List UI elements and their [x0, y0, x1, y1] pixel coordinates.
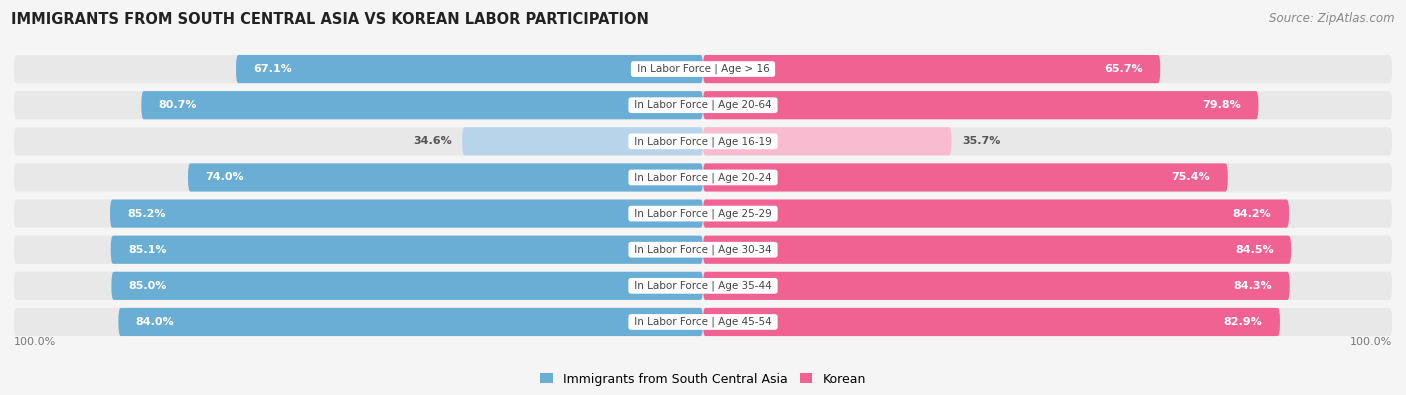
FancyBboxPatch shape	[703, 55, 1160, 83]
Text: In Labor Force | Age 20-24: In Labor Force | Age 20-24	[631, 172, 775, 183]
Text: In Labor Force | Age 25-29: In Labor Force | Age 25-29	[631, 208, 775, 219]
Text: 85.0%: 85.0%	[129, 281, 167, 291]
FancyBboxPatch shape	[703, 91, 1258, 119]
Text: 84.5%: 84.5%	[1234, 245, 1274, 255]
FancyBboxPatch shape	[703, 308, 1279, 336]
Text: IMMIGRANTS FROM SOUTH CENTRAL ASIA VS KOREAN LABOR PARTICIPATION: IMMIGRANTS FROM SOUTH CENTRAL ASIA VS KO…	[11, 12, 650, 27]
FancyBboxPatch shape	[111, 236, 703, 264]
FancyBboxPatch shape	[703, 164, 1227, 192]
Text: 84.3%: 84.3%	[1233, 281, 1272, 291]
Text: 75.4%: 75.4%	[1171, 173, 1211, 182]
Text: 82.9%: 82.9%	[1223, 317, 1263, 327]
Text: 79.8%: 79.8%	[1202, 100, 1241, 110]
Text: 100.0%: 100.0%	[14, 337, 56, 347]
Text: In Labor Force | Age 30-34: In Labor Force | Age 30-34	[631, 245, 775, 255]
Text: In Labor Force | Age 20-64: In Labor Force | Age 20-64	[631, 100, 775, 111]
FancyBboxPatch shape	[14, 236, 1392, 264]
FancyBboxPatch shape	[703, 236, 1291, 264]
Text: 35.7%: 35.7%	[962, 136, 1000, 146]
Text: 85.1%: 85.1%	[128, 245, 167, 255]
FancyBboxPatch shape	[14, 164, 1392, 192]
FancyBboxPatch shape	[118, 308, 703, 336]
FancyBboxPatch shape	[703, 272, 1289, 300]
Text: In Labor Force | Age 45-54: In Labor Force | Age 45-54	[631, 317, 775, 327]
Text: 65.7%: 65.7%	[1104, 64, 1143, 74]
FancyBboxPatch shape	[463, 127, 703, 155]
Text: 80.7%: 80.7%	[159, 100, 197, 110]
FancyBboxPatch shape	[111, 272, 703, 300]
FancyBboxPatch shape	[14, 91, 1392, 119]
Text: Source: ZipAtlas.com: Source: ZipAtlas.com	[1270, 12, 1395, 25]
FancyBboxPatch shape	[110, 199, 703, 228]
FancyBboxPatch shape	[703, 127, 952, 155]
Text: In Labor Force | Age 16-19: In Labor Force | Age 16-19	[631, 136, 775, 147]
FancyBboxPatch shape	[14, 55, 1392, 83]
Text: 67.1%: 67.1%	[253, 64, 292, 74]
FancyBboxPatch shape	[14, 127, 1392, 155]
Text: In Labor Force | Age 35-44: In Labor Force | Age 35-44	[631, 280, 775, 291]
Text: 74.0%: 74.0%	[205, 173, 245, 182]
FancyBboxPatch shape	[14, 199, 1392, 228]
FancyBboxPatch shape	[703, 199, 1289, 228]
Text: 100.0%: 100.0%	[1350, 337, 1392, 347]
FancyBboxPatch shape	[142, 91, 703, 119]
Text: 84.2%: 84.2%	[1233, 209, 1271, 218]
Text: 84.0%: 84.0%	[136, 317, 174, 327]
FancyBboxPatch shape	[14, 272, 1392, 300]
FancyBboxPatch shape	[14, 308, 1392, 336]
FancyBboxPatch shape	[188, 164, 703, 192]
Legend: Immigrants from South Central Asia, Korean: Immigrants from South Central Asia, Kore…	[536, 368, 870, 391]
Text: 85.2%: 85.2%	[128, 209, 166, 218]
Text: In Labor Force | Age > 16: In Labor Force | Age > 16	[634, 64, 772, 74]
FancyBboxPatch shape	[236, 55, 703, 83]
Text: 34.6%: 34.6%	[413, 136, 451, 146]
